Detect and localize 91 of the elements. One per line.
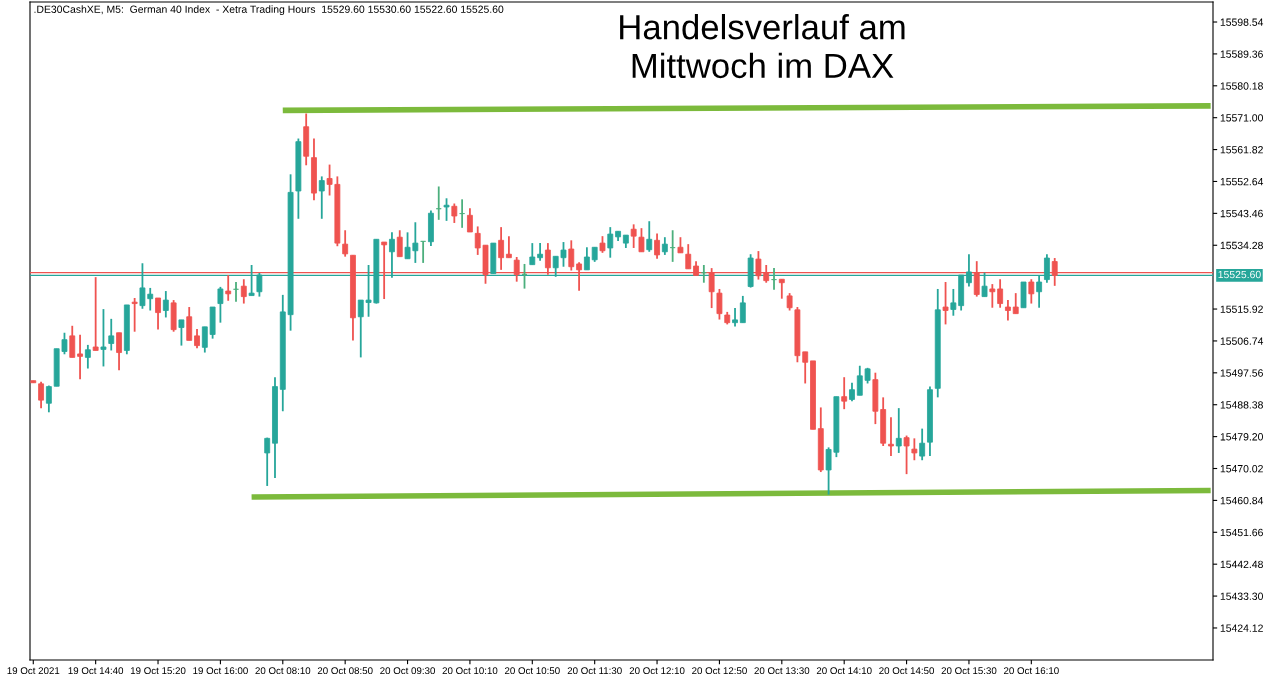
candlestick — [841, 376, 848, 411]
candlestick — [92, 276, 99, 352]
x-tick-label: 20 Oct 09:30 — [380, 667, 435, 675]
candlestick — [225, 274, 232, 302]
candlestick — [443, 197, 450, 222]
candlestick — [911, 437, 918, 462]
candlestick — [264, 436, 271, 487]
candlestick — [630, 223, 637, 249]
x-tick-label: 20 Oct 14:50 — [879, 667, 935, 675]
candlestick — [895, 407, 902, 454]
candlestick — [529, 242, 536, 266]
y-tick-label: 15571.00 — [1220, 114, 1263, 122]
candlestick — [155, 297, 161, 331]
x-tick-label: 20 Oct 10:10 — [442, 667, 498, 675]
x-tick-label: 20 Oct 11:30 — [567, 667, 622, 675]
candlestick — [108, 317, 115, 352]
x-tick-label: 20 Oct 10:50 — [504, 667, 560, 675]
candlestick — [162, 290, 169, 319]
candlestick — [217, 285, 224, 324]
candlestick — [739, 295, 746, 324]
y-tick-label: 15433.30 — [1220, 592, 1263, 600]
x-tick-label: 19 Oct 14:40 — [68, 667, 124, 675]
y-tick-label: 15534.28 — [1220, 241, 1263, 250]
candlestick — [778, 278, 785, 300]
x-tick-label: 20 Oct 08:50 — [317, 667, 373, 675]
candlestick — [583, 246, 590, 271]
x-tick-label: 20 Oct 14:10 — [816, 667, 872, 675]
candlestick — [186, 306, 193, 342]
candlestick — [396, 229, 403, 258]
candlestick — [638, 227, 645, 253]
candlestick — [131, 297, 138, 333]
candlestick — [38, 380, 44, 410]
candlestick — [100, 308, 107, 368]
candlestick — [654, 232, 660, 260]
candlestick — [451, 202, 458, 224]
x-tick-label: 19 Oct 16:00 — [193, 667, 248, 675]
candlestick — [903, 434, 910, 476]
x-tick-label: 20 Oct 08:10 — [255, 667, 311, 675]
candlestick — [942, 281, 949, 326]
y-tick-label: 15580.18 — [1220, 82, 1263, 90]
candlestick — [997, 278, 1004, 309]
candlestick — [69, 324, 76, 359]
candlestick — [888, 416, 894, 457]
text: Handelsverlauf am Mittwoch im DAX — [620, 14, 905, 79]
candlestick — [989, 283, 996, 309]
candlestick — [467, 207, 473, 233]
candlestick — [1005, 299, 1011, 322]
candlestick — [646, 220, 653, 253]
chart-subtitle: .DE30CashXE, M5: German 40 Index - Xetra Trading Hours 15529.60 15530.60 15522.60 15525.60 — [34, 5, 504, 15]
candlestick — [1012, 292, 1019, 315]
candlestick — [732, 307, 738, 328]
x-tick-label: 19 Oct 15:20 — [130, 667, 186, 675]
y-tick-label: 15479.20 — [1220, 433, 1263, 441]
candlestick — [77, 333, 83, 381]
y-tick-label: 15460.84 — [1220, 496, 1264, 505]
y-tick-label: 15598.54 — [1220, 18, 1264, 26]
candlestick — [45, 384, 52, 414]
x-tick-label: 20 Oct 13:30 — [754, 667, 810, 675]
candlestick — [919, 427, 926, 462]
candlestick — [505, 235, 512, 259]
x-tick-label: 20 Oct 15:30 — [941, 667, 997, 675]
x-tick-label: 19 Oct 2021 — [7, 667, 60, 675]
y-tick-label: 15543.46 — [1220, 209, 1263, 218]
x-tick-label: 20 Oct 12:10 — [629, 667, 685, 675]
ref-line-label: 15525.60 — [1218, 270, 1261, 279]
y-tick-label: 15552.64 — [1220, 177, 1264, 186]
candlestick — [240, 278, 247, 305]
candlestick — [178, 318, 185, 347]
x-tick-label: 20 Oct 16:10 — [1003, 667, 1059, 675]
candlestick — [194, 328, 200, 350]
y-tick-label: 15451.66 — [1220, 528, 1263, 537]
y-tick-label: 15589.36 — [1220, 50, 1263, 58]
candlestick — [716, 288, 723, 321]
candlestick — [1028, 278, 1035, 305]
y-tick-label: 15506.74 — [1220, 337, 1264, 345]
candlestick — [607, 226, 614, 259]
y-tick-label: 15497.56 — [1220, 369, 1263, 377]
candlestick — [84, 343, 91, 370]
candlestick — [685, 243, 692, 270]
y-tick-label: 15442.48 — [1220, 560, 1263, 569]
candlestick — [318, 175, 325, 220]
candlestick — [116, 331, 122, 372]
y-tick-label: 15515.92 — [1220, 305, 1263, 313]
candlestick — [849, 381, 855, 403]
y-tick-label: 15488.38 — [1220, 401, 1263, 409]
y-tick-label: 15470.02 — [1220, 465, 1263, 473]
candlestick — [498, 226, 505, 271]
y-tick-label: 15424.12 — [1220, 624, 1263, 632]
x-tick-label: 20 Oct 12:50 — [692, 667, 747, 675]
y-tick-label: 15561.82 — [1220, 146, 1263, 154]
candlestick — [950, 288, 957, 317]
